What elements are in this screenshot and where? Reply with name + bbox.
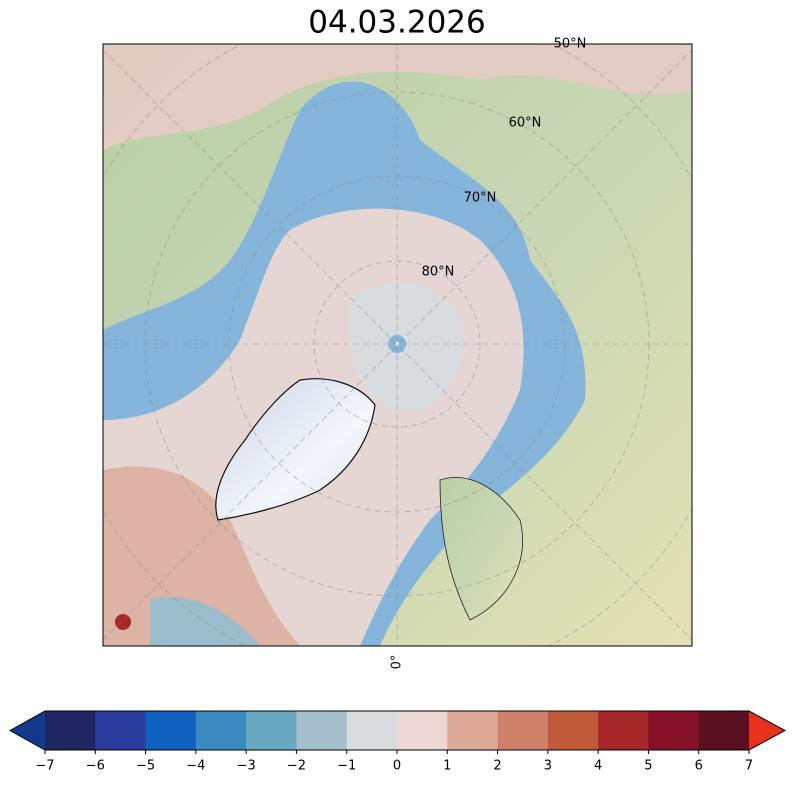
colorbar-bin: [296, 711, 348, 750]
colorbar-bin: [45, 711, 96, 750]
colorbar-tick-label: −7: [35, 759, 54, 774]
lat-label: 60°N: [509, 116, 542, 131]
colorbar-bin: [346, 711, 398, 750]
colorbar-bin: [246, 711, 297, 750]
colorbar-bin: [497, 711, 549, 750]
colorbar-tick-label: 7: [745, 759, 753, 774]
colorbar-bin: [145, 711, 197, 750]
lat-label: 50°N: [554, 37, 587, 52]
colorbar-tick-label: 5: [644, 759, 652, 774]
colorbar-bin: [447, 711, 499, 750]
colorbar-tick-label: −1: [337, 759, 356, 774]
greenland: [215, 378, 376, 521]
colorbar-tick-label: −2: [287, 759, 306, 774]
colorbar-bin: [698, 711, 750, 750]
colorbar-extend-high: [749, 711, 785, 750]
colorbar-tick-label: 2: [493, 759, 501, 774]
colorbar-tick-label: 1: [443, 759, 451, 774]
map-frame: [102, 43, 693, 647]
colorbar: −7 −6 −5 −4 −3 −2 −1 0 1 2 3 4 5 6 7: [8, 710, 787, 774]
colorbar-tick-label: 4: [594, 759, 602, 774]
colorbar-bin: [95, 711, 147, 750]
anomaly-region: [348, 282, 463, 412]
anomaly-region: [103, 44, 692, 150]
colorbar-tick-label: 0: [393, 759, 401, 774]
colorbar-tick-label: −6: [86, 759, 105, 774]
colorbar-tick-label: 6: [695, 759, 703, 774]
lat-label: 70°N: [464, 191, 497, 206]
colorbar-tick-label: −4: [186, 759, 205, 774]
colorbar-bin: [195, 711, 247, 750]
map: [103, 44, 692, 646]
colorbar-tick-label: −3: [237, 759, 256, 774]
lat-label: 80°N: [422, 265, 455, 280]
graticule: [103, 44, 692, 646]
colorbar-bin: [648, 711, 700, 750]
colorbar-extend-low: [10, 711, 45, 750]
scandinavia: [439, 477, 523, 621]
anomaly-region: [115, 614, 131, 630]
colorbar-bin: [397, 711, 448, 750]
colorbar-bin: [598, 711, 649, 750]
colorbar-bin: [547, 711, 599, 750]
map-title: 04.03.2026: [308, 5, 486, 41]
lon-label: 0°: [390, 655, 405, 670]
colorbar-tick-label: 3: [544, 759, 552, 774]
colorbar-tick-label: −5: [136, 759, 155, 774]
